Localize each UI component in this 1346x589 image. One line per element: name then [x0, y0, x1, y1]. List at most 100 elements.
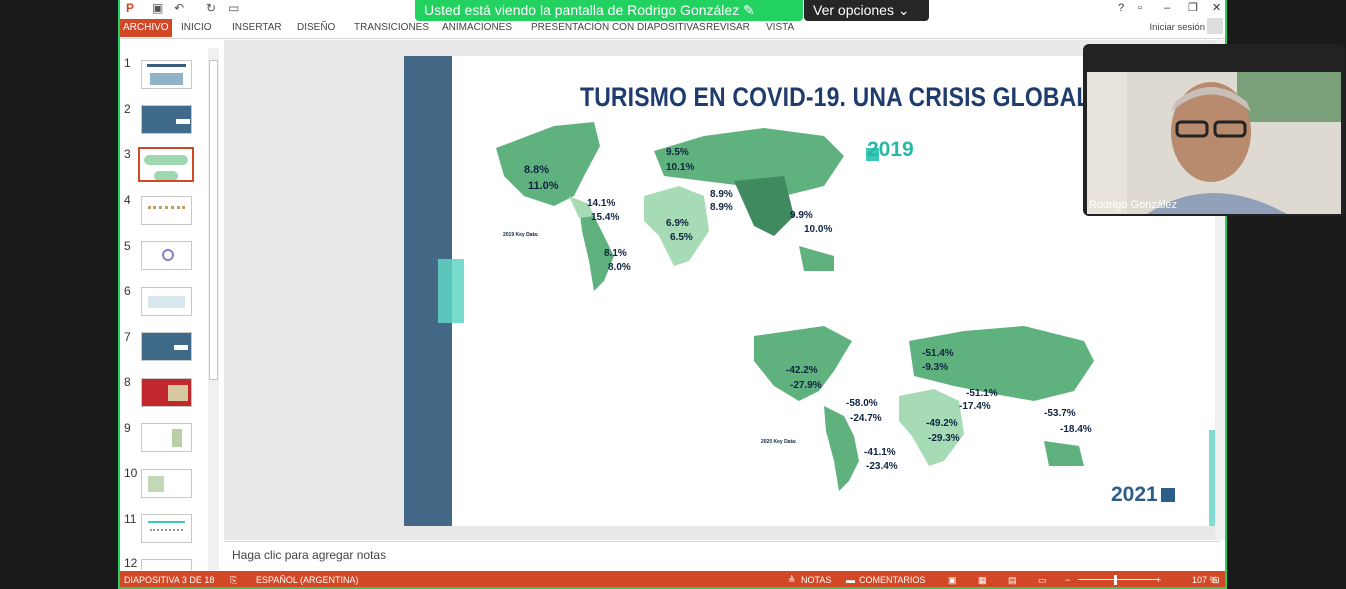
thumb-number: 2 [124, 102, 131, 116]
thumb-number: 1 [124, 56, 131, 70]
slide-thumbnail-7[interactable] [141, 332, 192, 361]
carib-2019-emp: 15.4% [591, 212, 620, 223]
tab-vista[interactable]: VISTA [766, 22, 795, 33]
thumb-number: 5 [124, 239, 131, 253]
tab-archivo[interactable]: ARCHIVO [120, 19, 172, 37]
chevron-down-icon: ⌄ [897, 2, 910, 18]
zoom-slider[interactable] [1078, 579, 1158, 580]
me-2021-emp: -17.4% [959, 401, 991, 412]
participant-video[interactable]: Rodrigo González [1083, 44, 1345, 216]
apac-2019-emp: 10.0% [804, 224, 833, 235]
africa-2021-emp: -29.3% [928, 433, 960, 444]
undo-icon[interactable]: ↶ [174, 1, 185, 15]
slide-thumbnail-6[interactable] [141, 287, 192, 316]
slide-thumbnail-2[interactable] [141, 105, 192, 134]
save-icon[interactable]: ▣ [152, 1, 164, 15]
thumb-number: 8 [124, 375, 131, 389]
notes-placeholder[interactable]: Haga clic para agregar notas [232, 548, 387, 562]
tab-diseno[interactable]: DISEÑO [297, 22, 336, 33]
comments-toggle[interactable]: COMENTARIOS [859, 575, 926, 585]
slide-scrollbar[interactable] [1215, 40, 1225, 540]
thumb-number: 9 [124, 421, 131, 435]
sorter-view-icon[interactable]: ▦ [978, 575, 987, 585]
slide-thumbnail-10[interactable] [141, 469, 192, 498]
apac-2021-emp: -18.4% [1060, 424, 1092, 435]
notes-toggle-icon[interactable]: ≜ [788, 575, 796, 585]
africa-2019-gdp: 6.9% [666, 218, 689, 229]
notes-toggle[interactable]: NOTAS [801, 575, 832, 585]
language-status[interactable]: ESPAÑOL (ARGENTINA) [256, 575, 359, 585]
fit-slide-icon[interactable]: ⊡ [1212, 575, 1220, 585]
slide-thumbnail-4[interactable] [141, 196, 192, 225]
apac-2019-gdp: 9.9% [790, 210, 813, 221]
zoom-out-icon[interactable]: − [1065, 575, 1071, 585]
thumbnails-scrollbar[interactable] [208, 48, 219, 570]
tab-transiciones[interactable]: TRANSICIONES [354, 22, 430, 33]
slide-title: TURISMO EN COVID-19. UNA CRISIS GLOBAL [580, 82, 1091, 112]
me-2019-gdp: 8.9% [710, 189, 733, 200]
na-2021-emp: -27.9% [790, 380, 822, 391]
tab-animaciones[interactable]: ANIMACIONES [442, 22, 513, 33]
thumb-number: 3 [124, 147, 131, 161]
me-2021-gdp: -51.1% [966, 388, 998, 399]
minimize-icon[interactable]: – [1164, 2, 1171, 14]
slide-thumbnail-8[interactable] [141, 378, 192, 407]
reading-view-icon[interactable]: ▤ [1008, 575, 1017, 585]
thumb-number: 12 [124, 556, 138, 570]
view-options-label: Ver opciones [813, 2, 894, 18]
signin-link[interactable]: Iniciar sesión [1149, 22, 1205, 33]
tab-presentacion[interactable]: PRESENTACIÓN CON DIAPOSITIVAS [531, 22, 706, 33]
thumb-number: 7 [124, 330, 131, 344]
ribbon-display-icon[interactable]: ▫ [1138, 2, 1142, 14]
zoom-slider-thumb[interactable] [1114, 575, 1117, 585]
africa-2019-emp: 6.5% [670, 232, 693, 243]
participant-name: Rodrigo González [1089, 199, 1178, 211]
me-2019-emp: 8.9% [710, 202, 733, 213]
carib-2019-gdp: 14.1% [587, 198, 616, 209]
slide-thumbnail-9[interactable] [141, 423, 192, 452]
slide-thumbnail-3-selected[interactable] [138, 147, 194, 182]
carib-2021-emp: -24.7% [850, 413, 882, 424]
slideshow-icon[interactable]: ▭ [228, 1, 240, 15]
view-options-button[interactable]: Ver opciones ⌄ [804, 0, 929, 21]
powerpoint-window: P ▣ ↶ ↻ ▭ ? ▫ – ❐ ✕ ARCHIVO INICIO INSER… [118, 0, 1227, 589]
restore-icon[interactable]: ❐ [1188, 2, 1198, 14]
slide-thumbnail-11[interactable] [141, 514, 192, 543]
zoom-level[interactable]: 107 % [1192, 575, 1218, 585]
scrollbar-thumb[interactable] [209, 60, 218, 380]
help-icon[interactable]: ? [1118, 2, 1125, 14]
comments-icon[interactable]: ▬ [846, 575, 855, 585]
spellcheck-icon[interactable]: ⎘ [230, 575, 238, 585]
latam-2021-emp: -23.4% [866, 461, 898, 472]
close-icon[interactable]: ✕ [1212, 2, 1222, 14]
zoom-in-icon[interactable]: + [1156, 575, 1162, 585]
user-avatar-icon[interactable] [1207, 18, 1223, 34]
slide-thumbnails-pane: 1 2 3 4 5 6 7 8 9 10 11 12 [120, 40, 222, 570]
europe-2019-gdp: 9.5% [666, 147, 689, 158]
slide-thumbnail-12[interactable] [141, 559, 192, 570]
slide-thumbnail-1[interactable] [141, 60, 192, 89]
latam-2019-emp: 8.0% [608, 262, 631, 273]
latam-2019-gdp: 8.1% [604, 248, 627, 259]
normal-view-icon[interactable]: ▣ [948, 575, 957, 585]
screen-share-banner: Usted está viendo la pantalla de Rodrigo… [415, 0, 803, 21]
thumb-number: 11 [124, 512, 137, 526]
na-2019-gdp: 8.8% [524, 164, 550, 176]
tab-insertar[interactable]: INSERTAR [232, 22, 282, 33]
pin-icon: ✎ [743, 2, 755, 18]
tab-revisar[interactable]: REVISAR [706, 22, 750, 33]
slideshow-view-icon[interactable]: ▭ [1038, 575, 1047, 585]
video-feed [1087, 72, 1341, 214]
key-2020-label: 2020 Key Data: [761, 439, 797, 445]
na-2019-emp: 11.0% [528, 180, 559, 192]
notes-pane[interactable]: Haga clic para agregar notas [224, 541, 1220, 571]
key-2019-label: 2019 Key Data: [503, 232, 539, 238]
ribbon-tabs: ARCHIVO INICIO INSERTAR DISEÑO TRANSICIO… [120, 17, 1225, 39]
apac-2021-gdp: -53.7% [1044, 408, 1076, 419]
redo-icon[interactable]: ↻ [206, 1, 217, 15]
slide-thumbnail-5[interactable] [141, 241, 192, 270]
participant-image [1087, 72, 1341, 214]
tab-inicio[interactable]: INICIO [181, 22, 212, 33]
thumb-number: 6 [124, 284, 131, 298]
thumb-number: 10 [124, 466, 138, 480]
